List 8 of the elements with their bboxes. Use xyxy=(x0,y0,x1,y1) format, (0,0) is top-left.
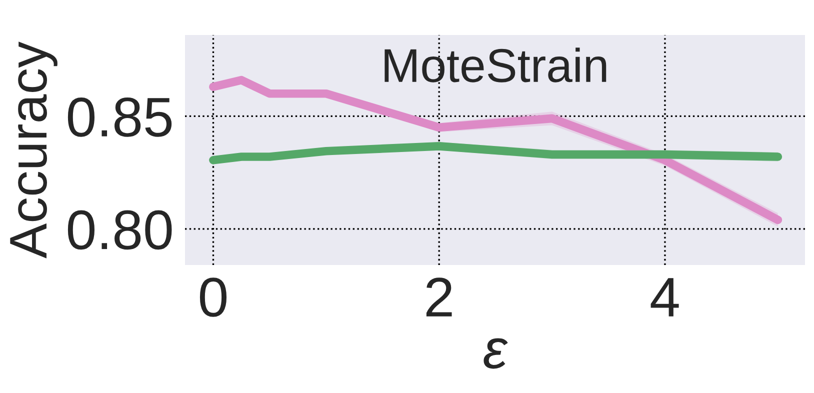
x-axis-title: ε xyxy=(484,338,508,369)
chart-title: MoteStrain xyxy=(384,48,606,82)
y-tick-label: 0.80 xyxy=(68,210,172,250)
x-tick-label: 0 xyxy=(200,278,227,317)
y-axis-title: Accuracy xyxy=(10,42,58,258)
x-tick-label: 2 xyxy=(426,278,452,316)
y-tick-label: 0.85 xyxy=(68,98,172,137)
x-tick-label: 4 xyxy=(650,278,679,316)
